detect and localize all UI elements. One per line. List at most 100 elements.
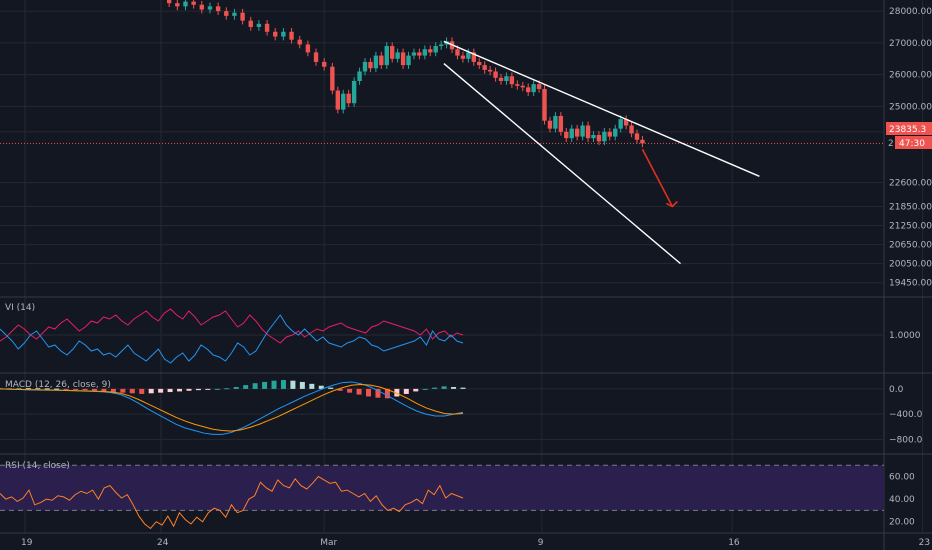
last-price-label: 23835.3 xyxy=(889,125,926,135)
candle-body xyxy=(411,52,417,56)
vi-series-line xyxy=(0,308,464,344)
candle-body xyxy=(428,49,433,53)
macd-histogram-bar xyxy=(309,383,315,389)
macd-histogram-bar xyxy=(451,386,457,389)
macd-histogram-bar xyxy=(328,387,334,389)
vortex-indicator-title: VI (14) xyxy=(5,303,35,313)
lower-trendline xyxy=(443,62,681,265)
time-tick-label: 16 xyxy=(728,538,740,548)
candle-body xyxy=(504,76,509,81)
time-axis[interactable]: 1924Mar9162326Apr xyxy=(21,538,932,548)
candle-body xyxy=(384,46,389,66)
price-pane[interactable] xyxy=(0,0,884,265)
candle-body xyxy=(281,31,286,37)
candle-body xyxy=(433,46,438,53)
arrow-head xyxy=(666,200,678,208)
countdown-badge xyxy=(895,136,932,149)
macd-histogram-bar xyxy=(110,388,116,393)
candle-body xyxy=(289,31,294,40)
price-tick-label: 22600.00 xyxy=(889,179,932,189)
candle-body xyxy=(322,61,327,67)
candle-body xyxy=(629,125,634,134)
price-tick-label: 19450.00 xyxy=(889,279,932,289)
macd-histogram-bar xyxy=(167,388,173,393)
candle-body xyxy=(602,131,607,142)
macd-histogram-bar xyxy=(366,388,372,397)
macd-histogram-bar xyxy=(290,380,296,389)
candle-body xyxy=(183,1,188,7)
candle-body xyxy=(264,23,270,32)
rsi-tick-label: 40.00 xyxy=(889,495,915,505)
candle-body xyxy=(395,52,400,59)
macd-histogram-bar xyxy=(205,388,211,390)
vi-tick-label: 1.0000 xyxy=(889,331,921,341)
candle-body xyxy=(207,6,213,10)
rsi-pane[interactable]: RSI (14, close) xyxy=(0,461,884,530)
macd-histogram-bar xyxy=(139,388,145,394)
macd-histogram-bar xyxy=(337,388,343,391)
candle-body xyxy=(607,131,612,137)
macd-histogram-bar xyxy=(441,386,447,389)
macd-histogram-bar xyxy=(262,381,268,389)
macd-title: MACD (12, 26, close, 9) xyxy=(5,380,111,390)
candle-body xyxy=(482,65,487,70)
candle-body xyxy=(634,133,640,140)
price-tick-label: 20650.00 xyxy=(889,241,932,251)
candle-body xyxy=(542,88,547,121)
macd-pane[interactable]: MACD (12, 26, close, 9) xyxy=(0,380,466,435)
macd-histogram-bar xyxy=(177,388,183,392)
candle-body xyxy=(341,93,346,110)
last-price-badge xyxy=(886,122,932,135)
macd-histogram-bar xyxy=(299,381,305,389)
time-tick-label: 23 xyxy=(919,538,930,548)
candle-body xyxy=(509,76,515,85)
down-arrow xyxy=(641,148,674,207)
macd-tick-label: −800.0 xyxy=(889,435,923,445)
time-tick-label: Mar xyxy=(320,538,337,548)
last-price-badges: 23835.3 2 47:30 xyxy=(886,122,932,149)
macd-histogram-bar xyxy=(25,388,31,390)
candle-body xyxy=(585,125,591,139)
candle-body xyxy=(623,119,629,126)
macd-histogram-bar xyxy=(73,388,79,390)
candle-body xyxy=(232,12,237,16)
candle-body xyxy=(477,61,482,66)
candle-body xyxy=(498,77,504,81)
macd-histogram-bar xyxy=(356,388,362,395)
macd-histogram-bar xyxy=(63,388,69,390)
candle-body xyxy=(215,6,221,12)
candle-body xyxy=(368,61,373,69)
macd-histogram-bar xyxy=(120,388,126,393)
candle-body xyxy=(422,49,428,56)
macd-histogram-bar xyxy=(195,388,201,391)
macd-histogram-bar xyxy=(243,385,249,389)
vortex-indicator-pane[interactable]: VI (14) xyxy=(0,303,464,364)
candle-body xyxy=(487,69,493,72)
price-tick-label: 27000.00 xyxy=(889,39,932,49)
candle-body xyxy=(362,61,368,72)
candle-body xyxy=(273,31,278,37)
candle-body xyxy=(471,52,476,62)
candle-body xyxy=(357,71,362,81)
rsi-series-line xyxy=(0,475,464,530)
candle-body xyxy=(460,55,466,59)
macd-histogram-bar xyxy=(129,388,135,394)
rsi-tick-label: 60.00 xyxy=(889,473,915,483)
macd-histogram-bar xyxy=(432,387,438,389)
candle-body xyxy=(438,44,444,47)
candle-body xyxy=(569,128,574,139)
macd-histogram-bar xyxy=(280,380,286,389)
macd-histogram-bar xyxy=(233,386,239,389)
candle-body xyxy=(166,0,172,4)
candle-body xyxy=(256,23,262,27)
candle-body xyxy=(574,128,580,137)
macd-histogram-bar xyxy=(394,388,400,397)
macd-histogram-bar xyxy=(16,387,22,389)
candle-body xyxy=(373,55,379,69)
candle-body xyxy=(191,1,196,5)
candle-body xyxy=(346,93,351,104)
upper-trendline xyxy=(443,40,760,177)
macd-histogram-bar xyxy=(101,388,107,392)
